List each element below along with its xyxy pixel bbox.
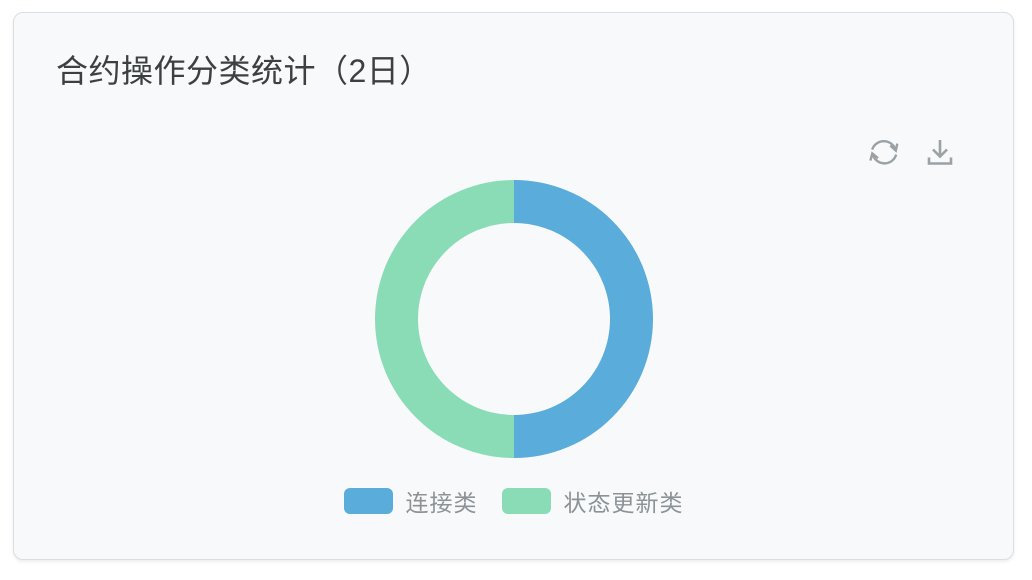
donut-chart	[375, 180, 653, 458]
chart-card: 合约操作分类统计（2日） 连接类 状态更新类	[13, 12, 1014, 560]
chart-legend: 连接类 状态更新类	[14, 484, 1013, 518]
legend-label: 连接类	[405, 490, 478, 516]
download-icon	[927, 140, 953, 165]
donut-hole	[418, 223, 610, 415]
card-actions	[865, 133, 959, 171]
legend-swatch	[501, 488, 551, 514]
legend-swatch	[343, 488, 393, 514]
legend-item-1[interactable]: 连接类	[343, 484, 478, 518]
legend-label: 状态更新类	[563, 490, 684, 516]
refresh-button[interactable]	[865, 133, 903, 171]
download-button[interactable]	[921, 133, 959, 171]
legend-item-2[interactable]: 状态更新类	[501, 484, 684, 518]
card-title: 合约操作分类统计（2日）	[56, 53, 432, 89]
refresh-icon	[869, 140, 899, 165]
